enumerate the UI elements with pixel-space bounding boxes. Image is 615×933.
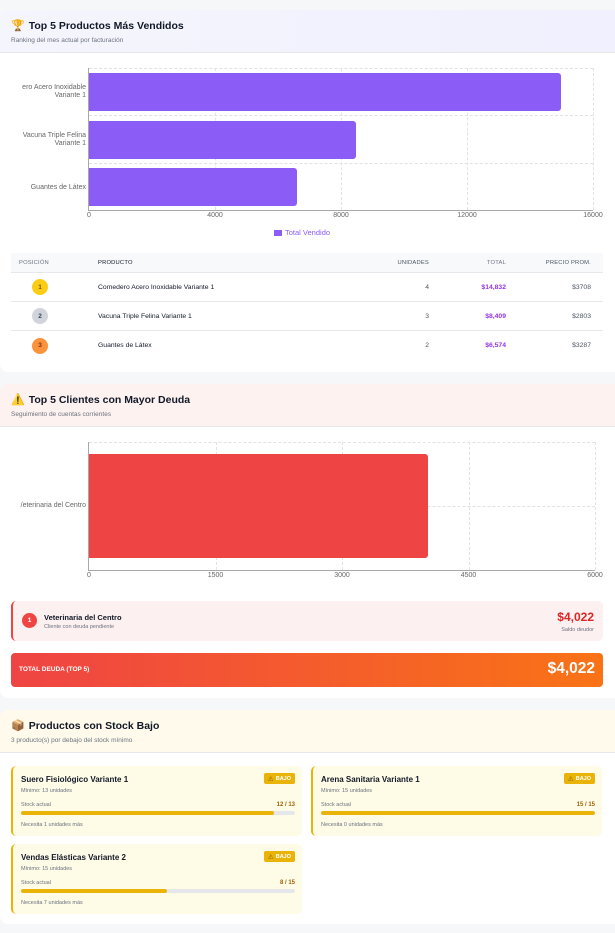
stock-item[interactable]: Arena Sanitaria Variante 1 Mínimo: 15 un…	[311, 766, 602, 836]
top-products-subtitle: Ranking del mes actual por facturación	[11, 37, 124, 44]
stock-item[interactable]: Suero Fisiológico Variante 1 Mínimo: 13 …	[11, 766, 302, 836]
debtor-description: Cliente con deuda pendiente	[44, 624, 115, 630]
warning-icon: ⚠	[267, 853, 274, 861]
table-row[interactable]: 2 Vacuna Triple Felina Variante 1 3 $8,4…	[11, 302, 603, 331]
y-tick-label: Vacuna Triple Felina Variante 1	[22, 132, 86, 147]
chart-plot-area: ero Acero Inoxidable Variante 1 Vacuna T…	[22, 68, 603, 219]
trophy-icon: 🏆	[11, 19, 25, 32]
top-products-table: Posición Producto Unidades Total Precio …	[11, 253, 603, 360]
y-tick-label: Guantes de Látex	[30, 184, 86, 191]
stock-need: Necesita 1 unidades más	[21, 822, 83, 828]
debtor-item[interactable]: 1 Veterinaria del Centro Cliente con deu…	[11, 601, 603, 641]
x-tick-label: 12000	[457, 212, 477, 219]
stock-item-name: Vendas Elásticas Variante 2	[21, 853, 126, 862]
x-tick-label: 4500	[460, 572, 477, 579]
stock-label: Stock actual	[321, 802, 351, 808]
warning-icon: ⚠️	[11, 393, 25, 406]
low-badge: ⚠ BAJO	[263, 773, 295, 784]
chart-bar[interactable]	[89, 121, 357, 159]
avg-price: $2803	[572, 312, 591, 320]
chart-legend[interactable]: Total Vendido	[274, 228, 330, 237]
low-stock-header: 📦 Productos con Stock Bajo 3 producto(s)…	[0, 710, 615, 753]
stock-minimum: Mínimo: 15 unidades	[321, 788, 373, 794]
package-icon: 📦	[11, 719, 25, 732]
y-tick-label: ero Acero Inoxidable Variante 1	[22, 84, 86, 99]
stock-item[interactable]: Vendas Elásticas Variante 2 Mínimo: 15 u…	[11, 844, 302, 914]
x-tick-label: 0	[87, 572, 91, 579]
total-debt-amount: $4,022	[547, 660, 595, 677]
product-name: Comedero Acero Inoxidable Variante 1	[98, 283, 215, 291]
chart-bar[interactable]	[89, 168, 298, 206]
top-debtors-subtitle: Seguimiento de cuentas corrientes	[11, 411, 112, 418]
avg-price: $3287	[572, 342, 591, 349]
stock-minimum: Mínimo: 13 unidades	[21, 788, 73, 794]
rank-badge: 1	[22, 613, 37, 628]
debtor-amount: $4,022	[557, 610, 594, 624]
units: 2	[425, 342, 429, 349]
stock-value: 15 / 15	[576, 802, 595, 808]
product-name: Guantes de Látex	[98, 342, 152, 349]
stock-progress	[21, 811, 295, 815]
stock-need: Necesita 7 unidades más	[21, 900, 83, 906]
table-header: Posición Producto Unidades Total Precio …	[11, 253, 603, 273]
units: 4	[425, 283, 429, 291]
x-tick-label: 6000	[587, 572, 603, 579]
x-tick-label: 0	[87, 212, 91, 219]
units: 3	[425, 312, 429, 320]
stock-item-name: Arena Sanitaria Variante 1	[321, 775, 420, 784]
stock-label: Stock actual	[21, 802, 51, 808]
total: $14,832	[481, 283, 506, 291]
chart-bar[interactable]	[89, 73, 562, 111]
x-tick-label: 8000	[333, 212, 349, 219]
y-tick-label: /eterinaria del Centro	[20, 502, 86, 509]
chart-plot-area: /eterinaria del Centro 0 1500 3000 4500 …	[21, 442, 603, 579]
low-stock-subtitle: 3 producto(s) por debajo del stock mínim…	[11, 737, 133, 744]
x-tick-label: 3000	[334, 572, 350, 579]
total-debt-banner: TOTAL DEUDA (TOP 5) $4,022	[11, 653, 603, 687]
rank-badge: 3	[32, 337, 48, 354]
table-row[interactable]: 3 Guantes de Látex 2 $6,574 $3287	[11, 331, 603, 360]
top-products-title: Top 5 Productos Más Vendidos	[28, 20, 184, 32]
stock-value: 12 / 13	[276, 802, 295, 808]
table-row[interactable]: 1 Comedero Acero Inoxidable Variante 1 4…	[11, 273, 603, 302]
debtor-name: Veterinaria del Centro	[44, 613, 122, 622]
chart-bar[interactable]	[89, 454, 429, 558]
top-debtors-header: ⚠️ Top 5 Clientes con Mayor Deuda Seguim…	[0, 384, 615, 427]
stock-item-name: Suero Fisiológico Variante 1	[21, 775, 129, 784]
rank-badge: 1	[32, 279, 48, 295]
top-products-header: 🏆 Top 5 Productos Más Vendidos Ranking d…	[0, 10, 615, 53]
stock-label: Stock actual	[21, 880, 51, 886]
total: $6,574	[485, 342, 506, 349]
avg-price: $3708	[572, 283, 591, 291]
x-tick-label: 4000	[207, 212, 223, 219]
legend-swatch	[274, 229, 282, 236]
top-debtors-title: Top 5 Clientes con Mayor Deuda	[28, 394, 191, 406]
x-tick-label: 16000	[583, 212, 603, 219]
stock-minimum: Mínimo: 15 unidades	[21, 866, 73, 872]
low-badge: ⚠ BAJO	[563, 773, 595, 784]
debtor-amount-label: Saldo deudor	[561, 627, 594, 633]
product-name: Vacuna Triple Felina Variante 1	[98, 312, 192, 320]
stock-value: 8 / 15	[279, 880, 295, 886]
low-stock-title: Productos con Stock Bajo	[28, 720, 160, 732]
warning-icon: ⚠	[567, 775, 574, 783]
rank-badge: 2	[32, 308, 48, 324]
stock-progress	[321, 811, 595, 815]
x-tick-label: 1500	[207, 572, 224, 579]
top-products-chart: ero Acero Inoxidable Variante 1 Vacuna T…	[0, 60, 615, 240]
total-debt-label: TOTAL DEUDA (TOP 5)	[19, 666, 90, 673]
total: $8,409	[485, 312, 506, 320]
top-debtors-chart: /eterinaria del Centro 0 1500 3000 4500 …	[0, 435, 615, 585]
warning-icon: ⚠	[267, 775, 274, 783]
stock-progress	[21, 889, 295, 893]
stock-need: Necesita 0 unidades más	[321, 822, 383, 828]
low-badge: ⚠ BAJO	[263, 851, 295, 862]
